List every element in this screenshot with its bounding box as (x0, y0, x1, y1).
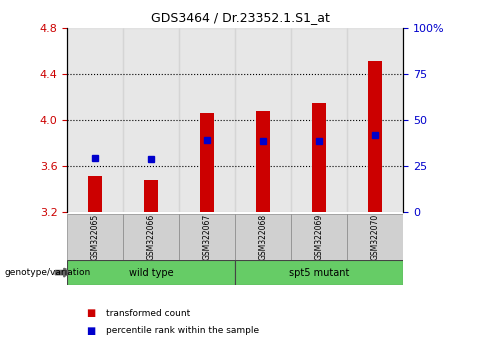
Bar (235, 260, 403, 285)
Bar (88, 176, 102, 212)
Bar (179, 214, 235, 260)
Text: GDS3464 / Dr.23352.1.S1_at: GDS3464 / Dr.23352.1.S1_at (151, 11, 329, 24)
Text: ■: ■ (86, 308, 96, 318)
Bar (235, 28, 291, 212)
Bar (123, 28, 179, 212)
Text: wild type: wild type (129, 268, 173, 278)
Text: ■: ■ (86, 326, 96, 336)
Bar (67, 260, 235, 285)
Bar (123, 214, 179, 260)
Text: percentile rank within the sample: percentile rank within the sample (106, 326, 259, 336)
Text: GSM322065: GSM322065 (91, 214, 100, 260)
Bar (347, 28, 403, 212)
Text: GSM322069: GSM322069 (315, 214, 324, 260)
Text: GSM322067: GSM322067 (203, 214, 212, 260)
Bar (179, 28, 235, 212)
Bar (235, 214, 291, 260)
Text: GSM322070: GSM322070 (371, 214, 380, 260)
Bar (67, 28, 123, 212)
Text: GSM322066: GSM322066 (147, 214, 156, 260)
Bar (67, 214, 123, 260)
Bar (291, 28, 347, 212)
Text: GSM322068: GSM322068 (259, 214, 268, 260)
Bar (312, 103, 326, 212)
Text: spt5 mutant: spt5 mutant (289, 268, 349, 278)
Text: transformed count: transformed count (106, 309, 190, 318)
Bar (144, 180, 158, 212)
Bar (368, 61, 382, 212)
Bar (347, 214, 403, 260)
Bar (200, 114, 214, 212)
Text: genotype/variation: genotype/variation (5, 268, 91, 277)
Bar (291, 214, 347, 260)
Bar (256, 111, 270, 212)
